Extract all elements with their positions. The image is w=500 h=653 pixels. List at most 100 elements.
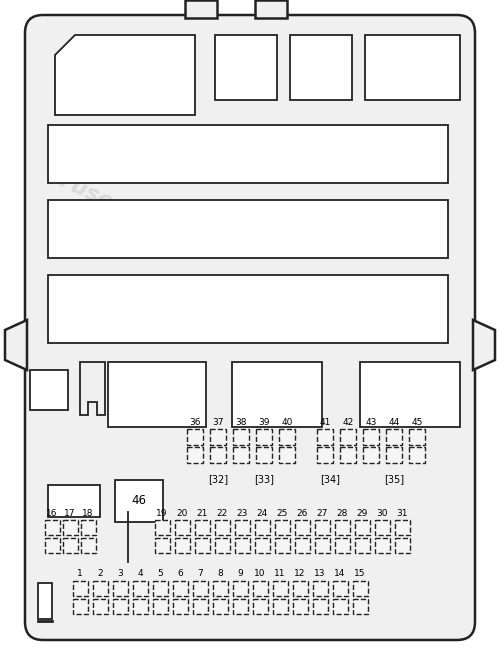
Bar (409, 429, 425, 445)
Text: 23: 23 (236, 509, 248, 517)
Bar (374, 537, 390, 552)
Bar (154, 537, 170, 552)
Bar (215, 35, 277, 100)
Bar (354, 520, 370, 535)
Bar (312, 599, 328, 614)
Bar (152, 581, 168, 596)
Text: 42: 42 (342, 418, 353, 427)
Bar (112, 581, 128, 596)
Bar (365, 35, 460, 100)
Bar (255, 0, 287, 18)
Text: 3: 3 (117, 569, 123, 579)
Bar (192, 599, 208, 614)
Bar (185, 0, 217, 18)
Text: 28: 28 (336, 509, 347, 517)
Text: [34]: [34] (320, 474, 340, 484)
Bar (332, 581, 347, 596)
Bar (154, 520, 170, 535)
Bar (314, 537, 330, 552)
Bar (360, 362, 460, 427)
Bar (340, 447, 356, 463)
Text: 31: 31 (396, 509, 408, 517)
Bar (294, 520, 310, 535)
Text: 43: 43 (366, 418, 376, 427)
Text: 40: 40 (282, 418, 292, 427)
Text: [35]: [35] (384, 474, 404, 484)
Text: 39: 39 (258, 418, 270, 427)
Bar (48, 200, 448, 258)
Bar (210, 429, 226, 445)
Bar (212, 581, 228, 596)
Bar (132, 599, 148, 614)
Text: 16: 16 (46, 509, 58, 517)
Text: 30: 30 (376, 509, 388, 517)
Bar (274, 537, 289, 552)
Text: 11: 11 (274, 569, 286, 579)
Text: 25: 25 (276, 509, 287, 517)
Bar (30, 370, 68, 410)
Bar (187, 429, 203, 445)
Bar (174, 537, 190, 552)
Bar (314, 520, 330, 535)
Bar (44, 537, 60, 552)
Bar (187, 447, 203, 463)
Bar (48, 275, 448, 343)
Bar (256, 429, 272, 445)
Bar (172, 581, 188, 596)
Bar (62, 520, 78, 535)
Text: 12: 12 (294, 569, 306, 579)
Bar (232, 599, 248, 614)
Text: 27: 27 (316, 509, 328, 517)
Text: 1: 1 (77, 569, 83, 579)
Bar (279, 429, 295, 445)
Bar (252, 599, 268, 614)
Bar (112, 599, 128, 614)
Bar (256, 447, 272, 463)
Text: 41: 41 (320, 418, 330, 427)
FancyBboxPatch shape (25, 15, 475, 640)
Bar (290, 35, 352, 100)
Text: Fuse-Box.inFo: Fuse-Box.inFo (56, 171, 222, 263)
Text: 22: 22 (216, 509, 228, 517)
Bar (62, 537, 78, 552)
Text: 38: 38 (236, 418, 247, 427)
Bar (108, 362, 206, 427)
Bar (363, 429, 379, 445)
Text: 14: 14 (334, 569, 345, 579)
Bar (394, 520, 409, 535)
Text: 45: 45 (412, 418, 422, 427)
Text: 20: 20 (176, 509, 188, 517)
Text: 5: 5 (157, 569, 163, 579)
Bar (317, 429, 333, 445)
Polygon shape (5, 320, 27, 370)
Bar (334, 520, 349, 535)
Text: 21: 21 (196, 509, 207, 517)
Text: 9: 9 (237, 569, 243, 579)
Bar (386, 429, 402, 445)
Bar (363, 447, 379, 463)
Bar (232, 362, 322, 427)
Text: 46: 46 (132, 494, 146, 507)
Bar (292, 599, 308, 614)
Bar (214, 537, 230, 552)
Text: 6: 6 (177, 569, 183, 579)
Text: 4: 4 (137, 569, 143, 579)
Bar (210, 447, 226, 463)
Text: 29: 29 (356, 509, 368, 517)
Bar (279, 447, 295, 463)
Bar (232, 581, 248, 596)
Text: 15: 15 (354, 569, 366, 579)
Bar (194, 537, 210, 552)
Bar (214, 520, 230, 535)
Polygon shape (55, 35, 195, 115)
Bar (72, 581, 88, 596)
Bar (352, 599, 368, 614)
Bar (38, 583, 52, 619)
Bar (272, 581, 287, 596)
Bar (212, 599, 228, 614)
Text: 26: 26 (296, 509, 308, 517)
Bar (312, 581, 328, 596)
Bar (234, 537, 250, 552)
Text: 44: 44 (388, 418, 400, 427)
Bar (233, 447, 249, 463)
